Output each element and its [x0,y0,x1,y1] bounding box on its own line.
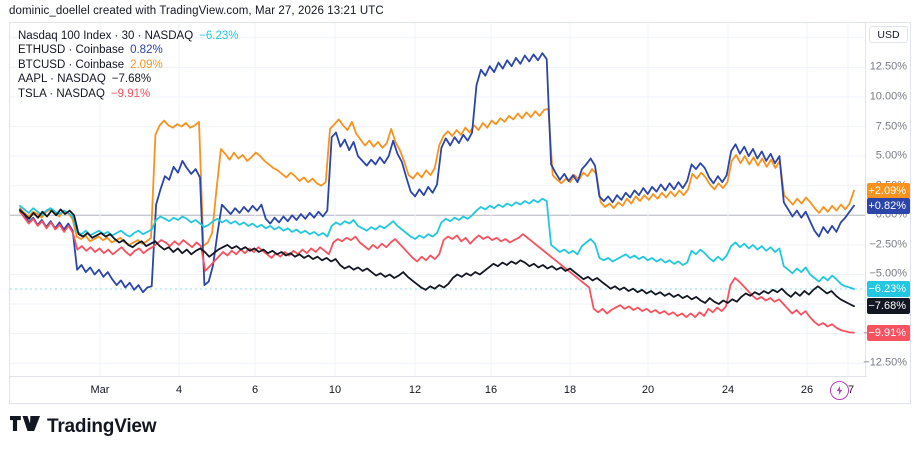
series-line [19,52,855,294]
price-badge[interactable]: −9.91% [867,324,910,341]
legend-series-value: −7.68% [111,73,152,86]
time-axis-tick: 12 [408,384,422,396]
chart-frame: Nasdaq 100 Index · 30 · NASDAQ −6.23% ETHU… [9,22,911,404]
legend-row[interactable]: AAPL · NASDAQ −7.68% [18,72,238,86]
price-axis-tick: 0.00% [875,208,907,221]
series-canvas [10,23,867,378]
legend-series-title: ETHUSD · Coinbase [18,44,125,57]
lightning-bolt-icon[interactable] [830,381,849,400]
legend-series-value: 0.82% [130,44,163,57]
time-axis-tick: Mar [90,384,110,396]
price-badge[interactable]: −6.23% [867,281,910,297]
time-axis-tick: 4 [175,384,183,396]
price-axis-tick: 10.00% [869,90,907,103]
tradingview-wordmark: TradingView [47,415,157,437]
legend-series-value: −6.23% [199,30,239,42]
attribution-text: dominic_doellel created with TradingView… [9,5,384,17]
legend-row[interactable]: BTCUSD · Coinbase 2.09% [18,58,238,72]
legend-row[interactable]: Nasdaq 100 Index · 30 · NASDAQ −6.23% [18,29,238,43]
price-axis-tick: 7.50% [875,120,907,133]
legend-series-value: 2.09% [130,58,163,71]
price-axis-tick: −12.50% [863,356,907,369]
price-badge[interactable]: +2.09% [867,182,910,199]
tradingview-logo-icon [10,415,40,437]
chart-plot-area[interactable] [10,23,867,378]
time-axis-tick: 20 [641,384,655,396]
price-axis-tick: 12.50% [869,60,907,73]
time-axis-tick: 10 [328,384,342,396]
legend-series-title: Nasdaq 100 Index · 30 · NASDAQ [18,30,194,42]
time-axis-tick: 26 [800,384,814,396]
legend-row[interactable]: TSLA · NASDAQ −9.91% [18,87,238,101]
time-axis-tick: 16 [484,384,498,396]
tradingview-footer: TradingView [10,415,157,437]
legend-series-title: TSLA · NASDAQ [18,87,105,100]
series-line [19,210,855,334]
chart-legend: Nasdaq 100 Index · 30 · NASDAQ −6.23% ETHU… [18,29,238,101]
series-line [19,208,855,308]
price-scale[interactable]: USD 15.00%12.50%10.00%7.50%5.00%2.50%0.0… [863,23,910,378]
series-line [19,107,855,248]
series-line [19,197,855,290]
time-scale[interactable]: Mar461012161820242627 [10,376,867,403]
legend-series-title: BTCUSD · Coinbase [18,58,125,71]
price-badge[interactable]: +0.82% [867,197,910,214]
time-axis-tick: 6 [251,384,259,396]
price-axis-tick: −2.50% [869,238,907,251]
currency-label: USD [869,26,908,43]
legend-series-value: −9.91% [110,87,151,100]
time-axis-tick: 18 [563,384,577,396]
legend-row[interactable]: ETHUSD · Coinbase 0.82% [18,43,238,57]
legend-series-title: AAPL · NASDAQ [18,73,106,86]
price-badge[interactable]: −7.68% [867,298,910,315]
time-axis-tick: 24 [721,384,735,396]
price-axis-tick: −5.00% [869,267,907,280]
price-axis-tick: 5.00% [875,149,907,162]
